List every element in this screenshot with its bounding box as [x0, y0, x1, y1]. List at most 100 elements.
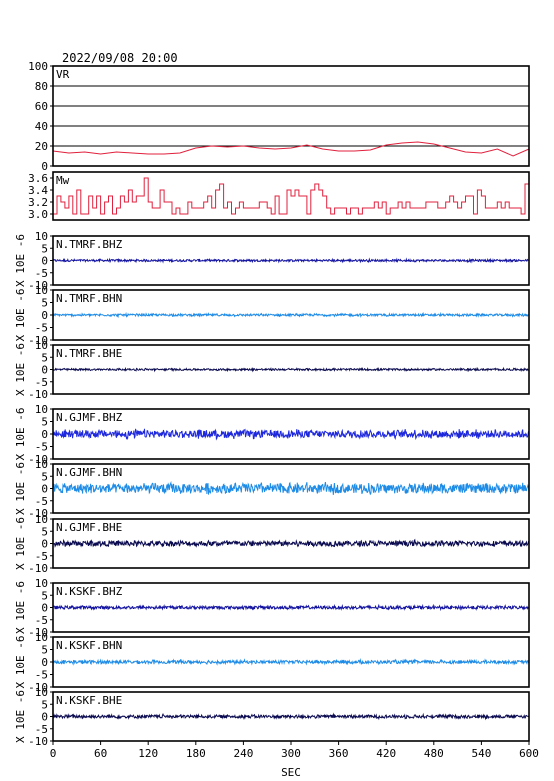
y-tick-label: 5: [41, 297, 48, 310]
x-tick-label: 420: [376, 747, 396, 760]
y-tick-label: -5: [35, 267, 48, 280]
y-tick-label: 5: [41, 416, 48, 429]
y-tick-label: -10: [28, 507, 48, 520]
y-tick-label: -10: [28, 681, 48, 694]
y-tick-label: 5: [41, 242, 48, 255]
y-axis-label: X 10E -6: [14, 289, 27, 342]
y-tick-label: 3.4: [28, 184, 48, 197]
y-tick-label: 0: [41, 483, 48, 496]
y-tick-label: 10: [35, 631, 48, 644]
y-tick-label: -10: [28, 562, 48, 575]
y-tick-label: 80: [35, 80, 48, 93]
y-tick-label: 60: [35, 100, 48, 113]
panel-frame: [52, 171, 530, 221]
y-axis-label: X 10E -6: [14, 690, 27, 743]
y-tick-label: 0: [41, 309, 48, 322]
panel-frame: [52, 636, 530, 688]
panel-label: N.KSKF.BHE: [56, 694, 122, 707]
y-tick-label: -10: [28, 735, 48, 748]
x-tick-label: 540: [471, 747, 491, 760]
y-tick-label: 0: [41, 656, 48, 669]
y-tick-label: -5: [35, 376, 48, 389]
waveform-trace: [52, 657, 530, 666]
y-tick-label: 3.0: [28, 208, 48, 221]
x-tick-label: 60: [94, 747, 107, 760]
y-axis-label: X 10E -6: [14, 234, 27, 287]
panel-label: N.GJMF.BHE: [56, 521, 122, 534]
x-tick-label: 480: [424, 747, 444, 760]
y-tick-label: 10: [35, 577, 48, 590]
y-tick-label: 10: [35, 284, 48, 297]
y-tick-label: -5: [35, 669, 48, 682]
y-tick-label: -5: [35, 723, 48, 736]
y-tick-label: 0: [41, 160, 48, 173]
panel-frame: [52, 65, 530, 167]
x-tick-label: 120: [138, 747, 158, 760]
y-tick-label: -10: [28, 279, 48, 292]
waveform-trace: [52, 311, 530, 319]
y-tick-label: -10: [28, 388, 48, 401]
y-tick-label: 10: [35, 686, 48, 699]
panel-frame: [52, 344, 530, 395]
y-tick-label: 0: [41, 364, 48, 377]
y-axis-label: X 10E -6: [14, 581, 27, 634]
panel-frame: [52, 408, 530, 460]
x-tick-label: 600: [519, 747, 539, 760]
waveform-trace: [52, 480, 530, 496]
panel-frame: [52, 582, 530, 633]
panel-vr: 0 20 40 60 80 100 VR: [28, 60, 530, 173]
y-tick-label: -5: [35, 441, 48, 454]
y-tick-label: 0: [41, 602, 48, 615]
panel-frame: [52, 235, 530, 286]
panel-label: N.TMRF.BHZ: [56, 238, 123, 251]
y-tick-label: 3.2: [28, 196, 48, 209]
panel-label: N.TMRF.BHN: [56, 292, 122, 305]
panel-label: N.KSKF.BHN: [56, 639, 122, 652]
y-tick-label: 0: [41, 255, 48, 268]
x-tick-label: 240: [233, 747, 253, 760]
x-axis-label: SEC: [281, 766, 301, 779]
waveform-trace: [52, 712, 530, 721]
y-axis-label: X 10E -6: [14, 517, 27, 570]
y-tick-label: -5: [35, 495, 48, 508]
x-tick-label: 180: [186, 747, 206, 760]
panel-label: N.KSKF.BHZ: [56, 585, 123, 598]
panel-frame: [52, 463, 530, 514]
panel-frame: [52, 518, 530, 569]
y-tick-label: 40: [35, 120, 48, 133]
series-line: [53, 172, 530, 215]
y-tick-label: 5: [41, 589, 48, 602]
panel-mw: 3.03.23.43.6 Mw: [28, 171, 530, 221]
panel-label: VR: [56, 68, 70, 81]
y-tick-label: 10: [35, 339, 48, 352]
y-tick-label: 3.6: [28, 172, 48, 185]
y-tick-label: 10: [35, 403, 48, 416]
y-axis-label: X 10E -6: [14, 343, 27, 396]
x-tick-label: 360: [329, 747, 349, 760]
y-tick-label: 100: [28, 60, 48, 73]
waveform-trace: [52, 603, 530, 612]
panel-label: N.TMRF.BHE: [56, 347, 122, 360]
chart-title: 2022/09/08 20:00: [62, 51, 178, 65]
y-tick-label: 5: [41, 525, 48, 538]
y-tick-label: -10: [28, 453, 48, 466]
x-tick-label: 0: [50, 747, 57, 760]
y-tick-label: 0: [41, 538, 48, 551]
y-tick-label: 5: [41, 351, 48, 364]
y-tick-label: -5: [35, 322, 48, 335]
y-tick-label: -5: [35, 550, 48, 563]
waveform-trace: [52, 428, 530, 441]
y-tick-label: 20: [35, 140, 48, 153]
y-tick-label: 10: [35, 230, 48, 243]
y-tick-label: 5: [41, 470, 48, 483]
panel-label: Mw: [56, 174, 70, 187]
